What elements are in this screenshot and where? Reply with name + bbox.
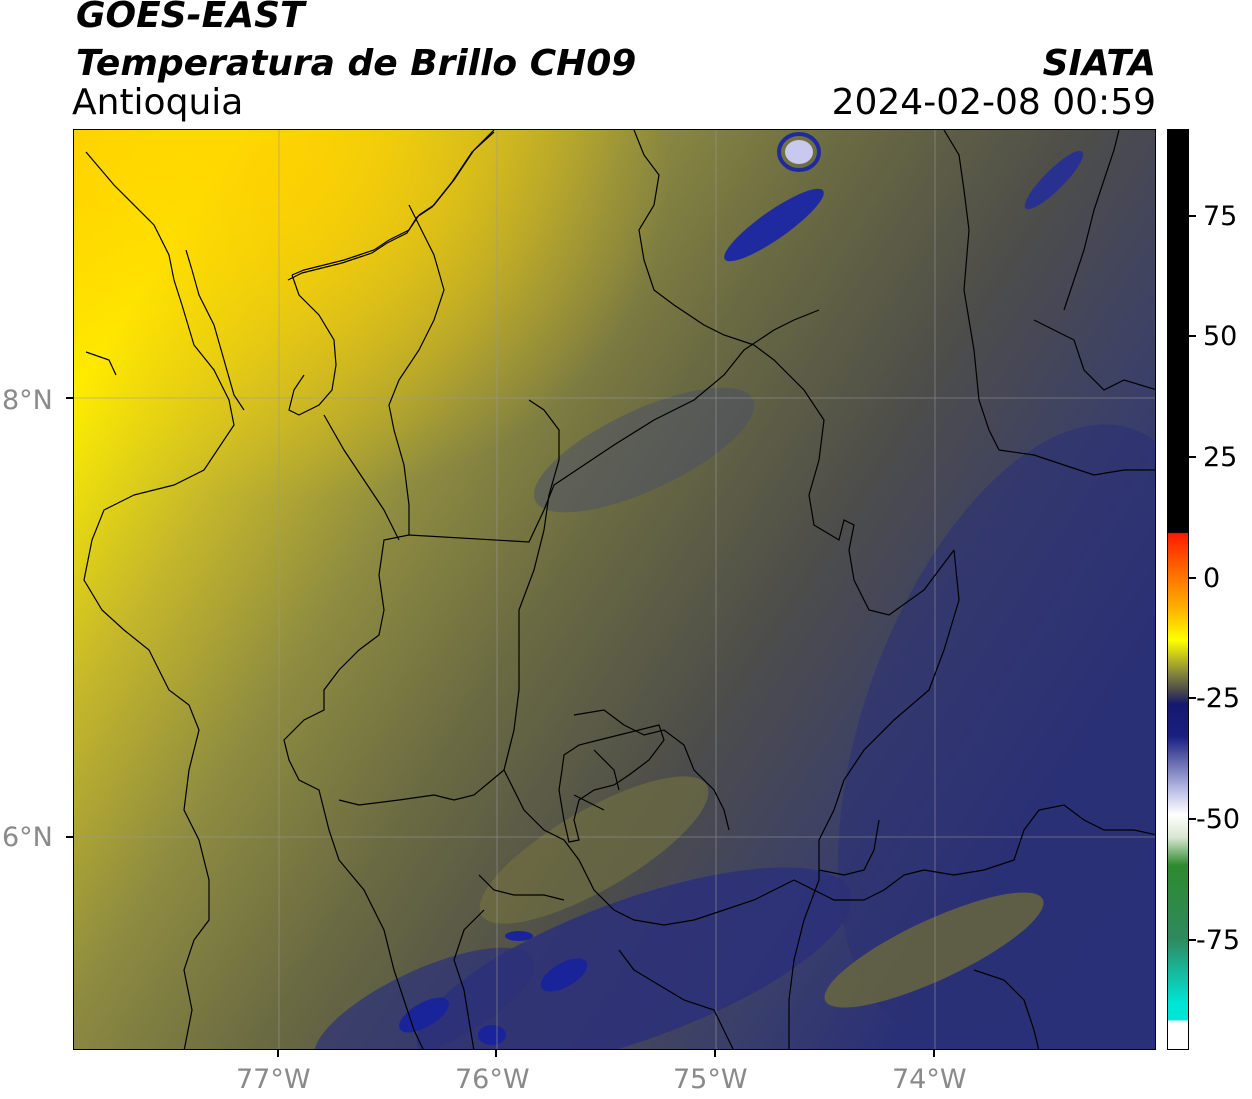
lon-tick-75w [714, 1050, 716, 1057]
lon-label-77w: 77°W [236, 1064, 311, 1095]
cbar-label-0: 0 [1203, 563, 1221, 594]
cbar-label-m75: -75 [1196, 925, 1241, 956]
lat-tick-6n [66, 836, 73, 838]
datetime-label: 2024-02-08 00:59 [831, 82, 1156, 123]
cbar-label-m25: -25 [1196, 683, 1241, 714]
cbar-label-m50: -50 [1196, 804, 1241, 835]
cbar-label-50: 50 [1203, 321, 1238, 352]
lat-label-8n: 8°N [2, 385, 53, 416]
brightness-temperature-map [74, 130, 1155, 1049]
colorbar [1167, 129, 1189, 1050]
lon-label-74w: 74°W [892, 1064, 967, 1095]
lon-tick-77w [277, 1050, 279, 1057]
cbar-tick-0 [1189, 577, 1196, 579]
lon-tick-76w [495, 1050, 497, 1057]
cbar-tick-m50 [1189, 818, 1196, 820]
org-label: SIATA [1042, 43, 1156, 84]
cbar-tick-m25 [1189, 697, 1196, 699]
cbar-tick-50 [1189, 335, 1196, 337]
lon-label-76w: 76°W [455, 1064, 530, 1095]
region-label: Antioquia [72, 82, 244, 123]
cbar-tick-75 [1189, 215, 1196, 217]
cbar-label-25: 25 [1203, 442, 1238, 473]
coastline-borders [83, 130, 1155, 1049]
cbar-tick-25 [1189, 456, 1196, 458]
satellite-title: GOES-EAST [76, 0, 305, 36]
lat-label-6n: 6°N [2, 822, 53, 853]
cbar-label-75: 75 [1203, 201, 1238, 232]
lon-label-75w: 75°W [673, 1064, 748, 1095]
map-gridlines [74, 130, 1155, 1049]
lat-tick-8n [66, 397, 73, 399]
cbar-tick-m75 [1189, 939, 1196, 941]
lon-tick-74w [933, 1050, 935, 1057]
map-panel[interactable] [73, 129, 1156, 1050]
product-title: Temperatura de Brillo CH09 [76, 43, 637, 84]
